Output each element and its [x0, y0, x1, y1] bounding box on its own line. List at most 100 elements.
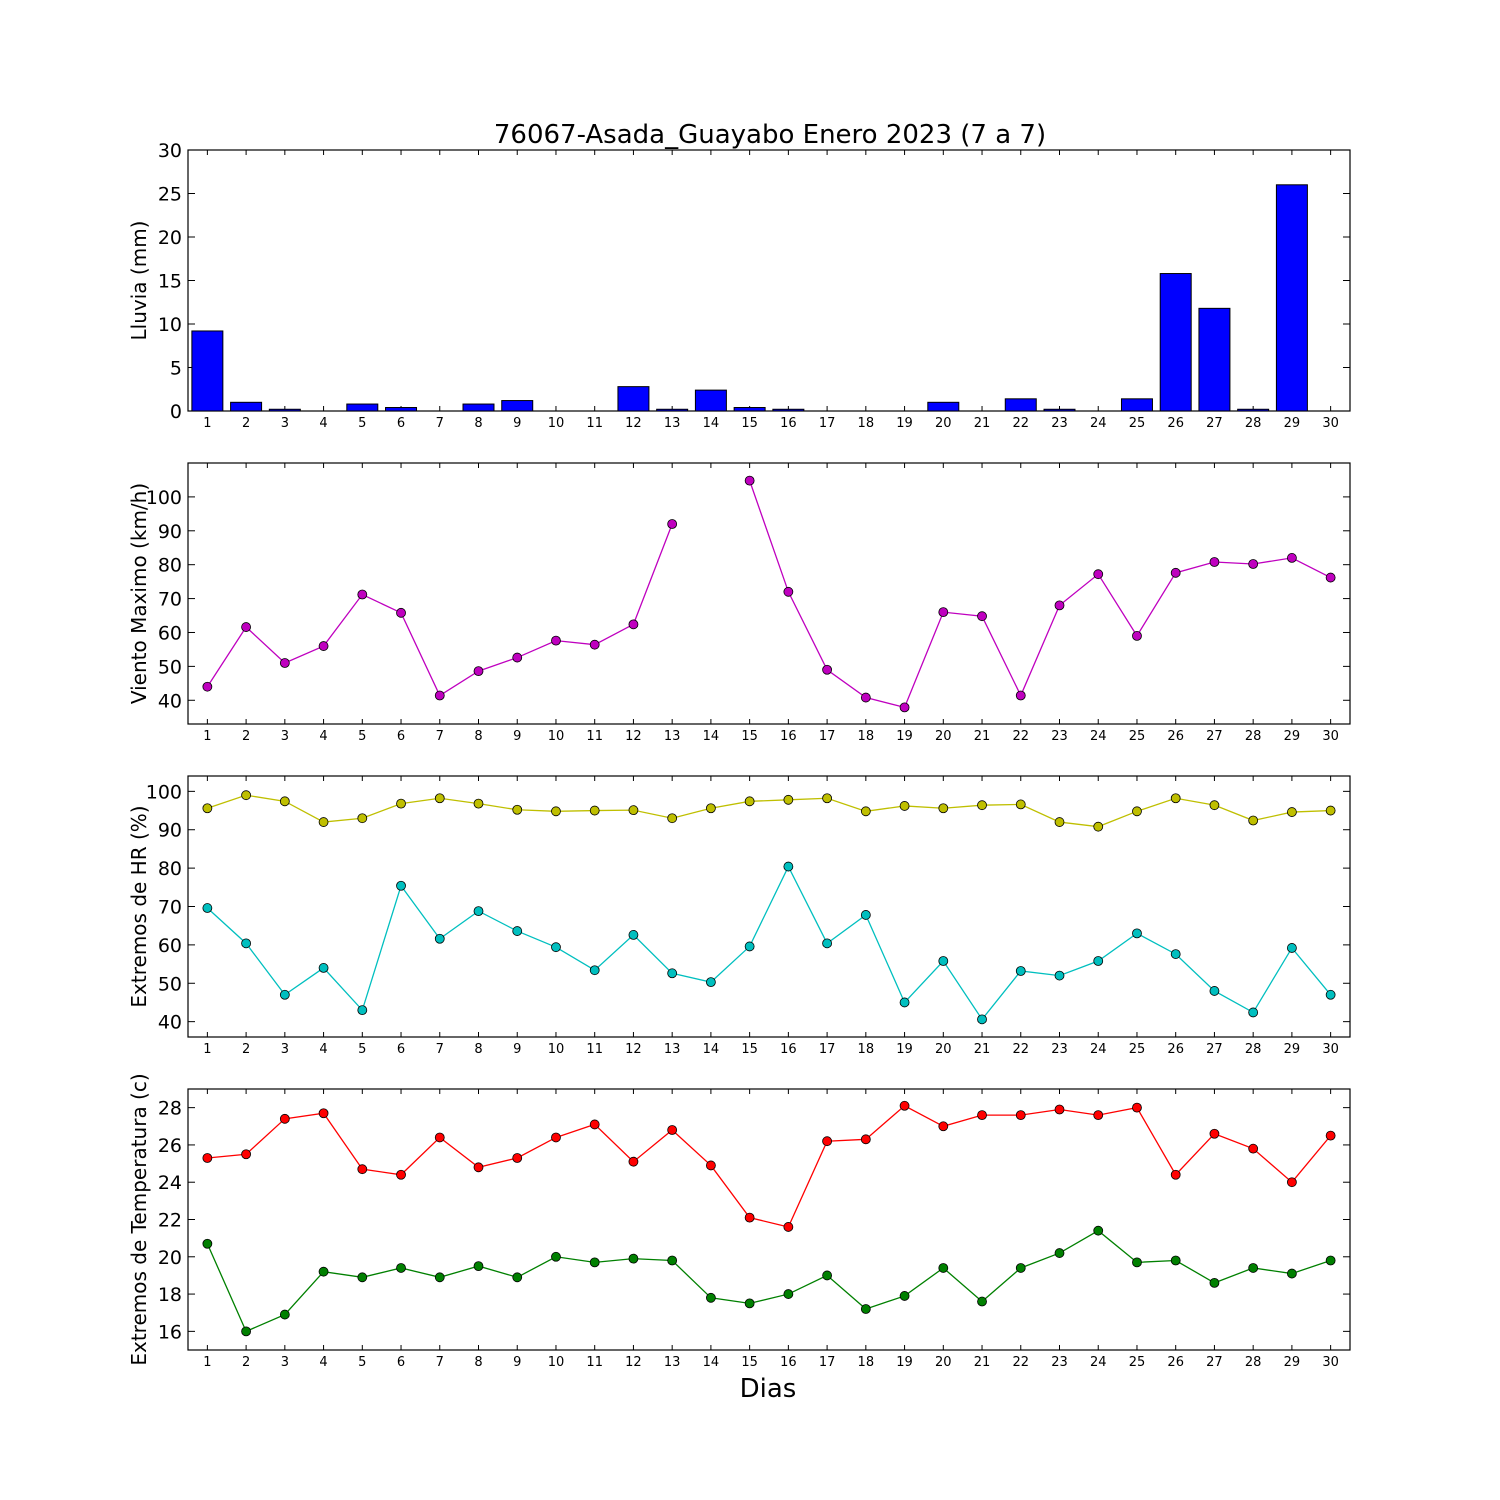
x-tick-label: 22 [1012, 1355, 1029, 1370]
data-point [357, 1272, 368, 1283]
x-tick-label: 26 [1167, 729, 1184, 744]
data-point [551, 1132, 561, 1143]
x-tick-label: 23 [1051, 729, 1068, 744]
x-tick-label: 13 [664, 1042, 681, 1057]
y-tick-label: 100 [146, 781, 182, 803]
data-point [628, 805, 639, 816]
x-tick-label: 1 [203, 1042, 211, 1057]
y-tick-label: 70 [158, 897, 182, 919]
data-point [1170, 1255, 1181, 1266]
data-point [241, 622, 252, 632]
y-tick-label: 18 [158, 1284, 182, 1306]
x-tick-label: 5 [358, 1355, 366, 1370]
x-tick-label: 3 [281, 416, 289, 431]
y-tick-label: 26 [158, 1135, 182, 1157]
x-tick-label: 28 [1245, 729, 1262, 744]
y-tick-label: 80 [158, 555, 182, 577]
x-tick-label: 9 [513, 1355, 521, 1370]
x-tick-label: 26 [1167, 416, 1184, 431]
data-point [202, 681, 213, 692]
x-tick-label: 20 [935, 1355, 952, 1370]
data-point [628, 619, 639, 630]
data-point [822, 793, 832, 804]
x-tick-label: 8 [474, 416, 482, 431]
x-tick-label: 14 [703, 1042, 720, 1057]
data-point [241, 1326, 252, 1337]
x-tick-label: 1 [203, 1355, 211, 1370]
series-line [207, 794, 1331, 828]
x-tick-label: 9 [513, 416, 521, 431]
x-tick-label: 2 [242, 1355, 250, 1370]
x-tick-label: 15 [741, 1042, 758, 1057]
data-point [512, 926, 523, 936]
data-point [551, 806, 561, 817]
x-tick-label: 18 [858, 729, 875, 744]
x-tick-label: 20 [935, 729, 952, 744]
data-point [318, 817, 329, 827]
bar [772, 408, 805, 412]
x-tick-label: 11 [586, 729, 603, 744]
data-point [241, 938, 252, 949]
data-point [589, 1119, 600, 1130]
series-1 [202, 1100, 1336, 1232]
x-tick-label: 23 [1051, 1042, 1068, 1057]
data-point [628, 930, 639, 940]
data-point [202, 1153, 213, 1163]
data-point [860, 910, 871, 920]
data-point [396, 1169, 406, 1180]
x-tick-label: 23 [1051, 1355, 1068, 1370]
data-point [899, 801, 910, 811]
data-point [977, 1296, 987, 1307]
panel-3: 1 2 3 4 5 6 7 8 9 10 11 12 13 14 15 16 17 18 19 20 21 22 23 24 2… [127, 775, 1351, 1057]
data-point [318, 641, 329, 651]
x-tick-label: 19 [896, 1042, 913, 1057]
y-axis-label: Lluvia (mm) [127, 221, 151, 341]
y-tick-label: 80 [158, 858, 182, 880]
x-tick-label: 22 [1012, 729, 1029, 744]
bar [1237, 408, 1270, 412]
data-point [1170, 793, 1181, 804]
bar [230, 401, 263, 412]
data-point [1093, 1225, 1104, 1236]
data-point [1248, 1143, 1259, 1154]
x-tick-label: 4 [319, 1042, 327, 1057]
x-tick-label: 7 [436, 729, 444, 744]
x-tick-label: 5 [358, 1042, 366, 1057]
data-point [860, 1134, 871, 1145]
data-point [473, 906, 484, 917]
x-tick-label: 14 [703, 416, 720, 431]
data-point [279, 1113, 290, 1124]
data-point [628, 1253, 639, 1264]
x-tick-label: 4 [319, 729, 327, 744]
series-line [206, 523, 673, 697]
data-point [1015, 966, 1026, 976]
x-tick-label: 15 [741, 1355, 758, 1370]
bar [501, 400, 534, 412]
data-point [667, 1125, 678, 1135]
x-tick-label: 17 [819, 729, 836, 744]
series-1 [202, 790, 1336, 832]
x-axis-label: Dias [740, 1374, 797, 1404]
data-point [551, 942, 561, 953]
data-point [1054, 970, 1065, 981]
data-point [1287, 807, 1297, 817]
x-tick-label: 2 [242, 1042, 250, 1057]
data-point [706, 803, 716, 814]
series-line [206, 1229, 1331, 1333]
x-tick-label: 30 [1322, 729, 1339, 744]
x-tick-label: 12 [625, 729, 642, 744]
x-tick-label: 10 [548, 416, 565, 431]
data-point [977, 611, 987, 622]
data-point [706, 1160, 716, 1171]
x-tick-label: 9 [513, 729, 521, 744]
data-point [977, 1014, 987, 1025]
panel-frame [187, 462, 1351, 725]
data-point [1325, 805, 1336, 816]
x-tick-label: 28 [1245, 1042, 1262, 1057]
data-point [357, 589, 368, 600]
y-tick-label: 28 [158, 1098, 182, 1120]
data-point [860, 1304, 871, 1314]
bar [617, 386, 650, 412]
data-point [357, 1164, 368, 1175]
data-point [899, 1100, 910, 1111]
